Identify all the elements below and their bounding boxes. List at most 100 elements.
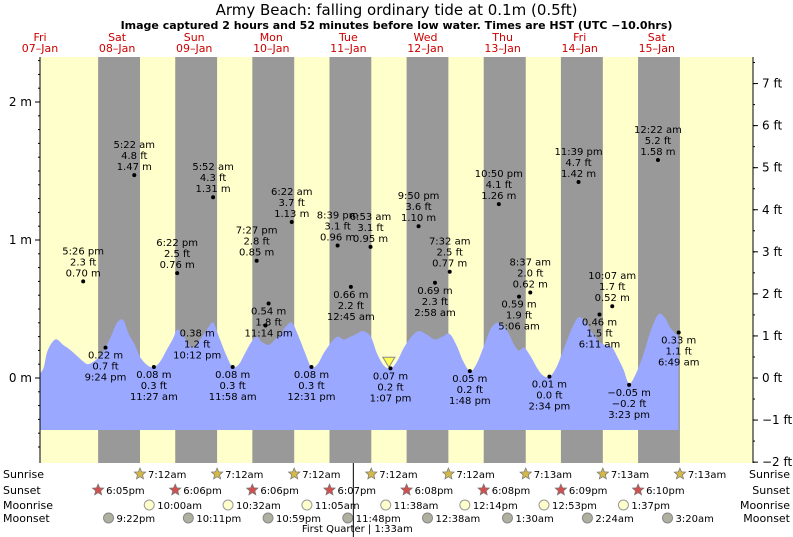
tide-m-label: 1.42 m xyxy=(561,169,596,180)
tide-ft-label: 1.5 ft xyxy=(586,329,612,340)
tide-time-label: 7:27 pm xyxy=(236,226,278,237)
tide-time-label: 8:37 am xyxy=(510,257,552,268)
tide-ft-label: 2.2 ft xyxy=(338,301,364,312)
moonrise-time-label: 10:00am xyxy=(157,501,202,512)
right-axis-label: 7 ft xyxy=(762,77,782,91)
moonset-time-label: 10:11pm xyxy=(196,514,241,525)
tide-time-label: 9:24 pm xyxy=(85,373,127,384)
tide-ft-label: 4.1 ft xyxy=(486,180,512,191)
tide-ft-label: −0.2 ft xyxy=(612,399,647,410)
tide-time-label: 1:07 pm xyxy=(370,393,412,404)
sunset-time-label: 6:08pm xyxy=(415,486,454,497)
tide-m-label: 0.07 m xyxy=(373,371,408,382)
sunrise-icon xyxy=(441,467,455,480)
moonset-time-label: 10:59pm xyxy=(276,514,321,525)
sunrise-time-label: 7:12am xyxy=(456,470,494,481)
moonset-row-label-right: Moonset xyxy=(743,512,790,525)
tide-time-label: 6:11 am xyxy=(579,340,621,351)
day-date-label: 13–Jan xyxy=(484,42,520,55)
tide-ft-label: 1.9 ft xyxy=(506,311,532,322)
day-date-label: 08–Jan xyxy=(99,42,135,55)
tide-time-label: 12:31 pm xyxy=(287,392,335,403)
tide-time-label: 12:45 am xyxy=(327,312,375,323)
tide-point xyxy=(211,195,216,200)
tide-point xyxy=(627,382,632,387)
moonrise-icon xyxy=(380,499,392,511)
tide-point xyxy=(676,330,681,335)
tide-point xyxy=(547,374,552,379)
sunrise-icon xyxy=(364,467,378,480)
tide-point xyxy=(151,364,156,369)
sunset-icon xyxy=(322,483,337,496)
moonset-icon xyxy=(103,512,115,524)
day-name-label: Thu xyxy=(491,31,513,44)
day-name-label: Fri xyxy=(573,31,586,44)
tide-ft-label: 1.7 ft xyxy=(599,282,625,293)
tide-point xyxy=(416,224,421,229)
tide-time-label: 5:26 pm xyxy=(62,246,104,257)
day-date-label: 11–Jan xyxy=(330,42,366,55)
moonset-time-label: 9:22pm xyxy=(117,514,156,525)
tide-ft-label: 4.7 ft xyxy=(565,158,591,169)
moonset-icon xyxy=(422,512,434,524)
tide-point xyxy=(655,157,660,162)
sunset-icon xyxy=(554,483,568,496)
left-axis-label: 0 m xyxy=(9,371,32,385)
sunset-time-label: 6:06pm xyxy=(183,486,222,497)
tide-time-label: 5:52 am xyxy=(192,162,234,173)
moonset-time-label: 2:24am xyxy=(595,514,633,525)
moonset-row-label-left: Moonset xyxy=(3,512,50,525)
tide-ft-label: 0.3 ft xyxy=(219,381,245,392)
tide-time-label: 9:50 pm xyxy=(398,191,440,202)
tide-m-label: 0.95 m xyxy=(353,234,388,245)
tide-m-label: 1.47 m xyxy=(117,162,152,173)
tide-m-label: 0.52 m xyxy=(595,293,630,304)
tide-m-label: 1.31 m xyxy=(195,184,230,195)
right-axis-label: −1 ft xyxy=(762,413,793,427)
sunset-time-label: 6:08pm xyxy=(492,486,531,497)
sunrise-icon xyxy=(133,467,147,480)
moonset-icon xyxy=(262,512,274,524)
tide-time-label: 7:32 am xyxy=(429,237,471,248)
moon-phase-label: First Quarter | 1:33am xyxy=(302,524,413,535)
tide-point xyxy=(597,312,602,317)
tide-m-label: 0.69 m xyxy=(417,286,452,297)
tide-time-label: 11:58 am xyxy=(209,392,257,403)
tide-m-label: 0.96 m xyxy=(320,233,355,244)
tide-point xyxy=(467,369,472,374)
tide-point xyxy=(132,173,137,178)
tide-ft-label: 3.6 ft xyxy=(405,202,431,213)
tide-time-label: 6:22 pm xyxy=(156,238,198,249)
tide-ft-label: 0.0 ft xyxy=(536,391,562,402)
sunset-time-label: 6:06pm xyxy=(260,486,299,497)
tide-m-label: 0.70 m xyxy=(66,268,101,279)
day-name-label: Sat xyxy=(108,31,127,44)
moonrise-row-label-right: Moonrise xyxy=(740,499,790,512)
tide-time-label: 10:07 am xyxy=(588,271,636,282)
tide-point xyxy=(432,280,437,285)
axes: 2 m 1 m 0 m 7 ft 6 ft 5 ft 4 ft 3 ft 2 ft 1 ft 0 f… xyxy=(9,31,793,469)
moonset-icon xyxy=(581,512,593,524)
sunrise-time-label: 7:12am xyxy=(148,470,186,481)
tide-point xyxy=(368,244,373,249)
day-date-label: 14–Jan xyxy=(561,42,597,55)
tide-m-label: 0.38 m xyxy=(180,329,215,340)
tide-ft-label: 0.3 ft xyxy=(298,381,324,392)
day-name-label: Sat xyxy=(648,31,667,44)
moonrise-icon xyxy=(222,499,234,511)
sunset-icon xyxy=(245,483,259,496)
sunrise-time-label: 7:12am xyxy=(379,470,417,481)
moonrise-time-label: 12:14pm xyxy=(473,501,518,512)
tide-ft-label: 0.3 ft xyxy=(141,381,167,392)
tide-m-label: 0.08 m xyxy=(294,370,329,381)
tide-m-label: 0.54 m xyxy=(251,306,286,317)
moonrise-time-label: 1:37pm xyxy=(631,501,670,512)
chart-title: Army Beach: falling ordinary tide at 0.1… xyxy=(215,1,578,19)
tide-m-label: 0.77 m xyxy=(432,259,467,270)
sunrise-time-label: 7:12am xyxy=(302,470,340,481)
tide-point xyxy=(289,220,294,225)
tide-ft-label: 2.5 ft xyxy=(164,249,190,260)
moonset-time-label: 1:30am xyxy=(515,514,553,525)
tide-ft-label: 2.0 ft xyxy=(517,268,543,279)
tide-ft-label: 3.7 ft xyxy=(279,198,305,209)
